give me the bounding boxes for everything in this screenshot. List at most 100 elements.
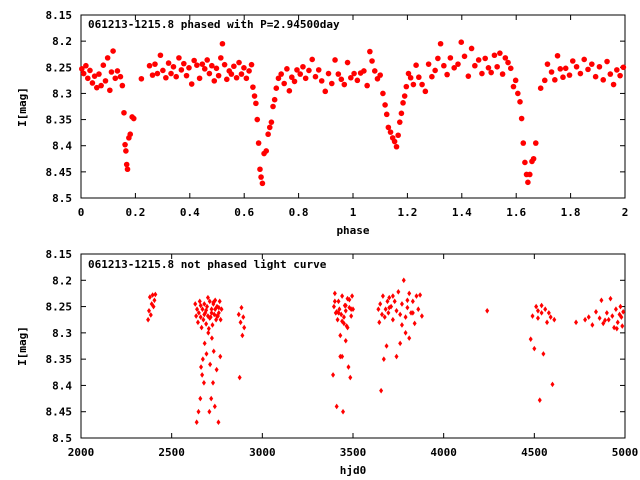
x-tick-label: 0.4 <box>180 206 200 219</box>
data-point <box>194 313 199 319</box>
data-point <box>552 316 557 323</box>
data-point <box>205 313 210 319</box>
data-point <box>196 310 201 316</box>
data-point <box>432 67 438 74</box>
data-point <box>168 70 174 77</box>
data-point <box>383 306 388 312</box>
data-point <box>215 72 222 79</box>
data-point <box>228 71 235 77</box>
data-point <box>479 70 485 77</box>
x-tick-label: 3000 <box>249 446 276 459</box>
data-point <box>340 353 345 360</box>
data-point <box>253 100 259 107</box>
data-point <box>149 72 156 78</box>
data-point <box>250 84 256 90</box>
data-point <box>163 74 169 81</box>
data-point <box>451 65 457 71</box>
data-point <box>412 320 417 327</box>
data-point <box>334 403 339 410</box>
y-ticks: 8.15 8.2 8.25 8.3 8.35 8.4 8.45 8.5 <box>46 248 625 445</box>
data-point <box>544 61 551 67</box>
data-point <box>499 71 506 77</box>
data-point <box>181 60 187 67</box>
data-point <box>475 57 482 63</box>
data-point <box>617 72 623 79</box>
data-point <box>346 364 351 370</box>
data-point <box>138 75 145 82</box>
y-tick-label: 8.5 <box>52 192 72 205</box>
data-point <box>300 63 306 70</box>
data-point <box>341 314 346 320</box>
data-point <box>154 70 161 77</box>
data-point <box>589 61 595 67</box>
data-point <box>554 52 561 59</box>
x-tick-label: 2 <box>622 206 629 219</box>
data-point <box>195 319 200 326</box>
data-point <box>398 110 405 117</box>
data-point <box>379 387 384 394</box>
data-point <box>289 74 295 81</box>
data-point <box>241 314 246 320</box>
data-point <box>318 78 325 84</box>
data-point <box>398 340 403 347</box>
data-point <box>209 310 214 316</box>
data-point <box>472 62 478 69</box>
data-point <box>525 179 531 186</box>
data-point <box>238 71 245 77</box>
data-point <box>520 140 527 146</box>
data-point <box>574 319 579 326</box>
data-point <box>534 303 539 310</box>
data-point <box>204 351 209 357</box>
data-point <box>608 295 613 302</box>
data-point <box>621 309 626 315</box>
data-point <box>157 52 164 59</box>
data-point <box>614 325 619 332</box>
data-point <box>213 306 218 312</box>
data-point <box>194 419 199 426</box>
data-point <box>413 62 419 68</box>
x-ticks: 0 0.2 0.4 0.6 0.8 1 1.2 1.4 1.6 1.8 2 <box>78 15 629 219</box>
data-point <box>507 65 514 72</box>
data-point <box>590 322 595 328</box>
data-point <box>599 297 604 304</box>
y-tick-label: 8.4 <box>52 140 72 153</box>
data-point <box>198 395 203 402</box>
data-point <box>403 330 408 336</box>
data-point <box>275 75 282 82</box>
data-point <box>153 291 158 298</box>
data-point <box>383 111 390 118</box>
data-point <box>548 69 555 75</box>
data-point <box>148 312 153 318</box>
data-point <box>334 309 339 315</box>
data-point <box>201 316 206 323</box>
data-point <box>418 292 423 298</box>
data-point <box>497 50 503 56</box>
data-point <box>390 316 395 323</box>
data-point <box>399 322 404 328</box>
chart-bottom: 061213-1215.8 not phased light curve hjd… <box>16 248 638 477</box>
data-point <box>614 67 620 73</box>
data-point <box>528 336 533 342</box>
data-point <box>399 301 404 307</box>
x-tick-label: 1.4 <box>452 206 472 219</box>
data-point <box>350 293 355 299</box>
data-point <box>603 317 608 324</box>
data-point <box>601 320 606 327</box>
data-point <box>377 72 384 78</box>
data-point <box>380 293 385 299</box>
data-point <box>398 311 403 318</box>
data-point <box>376 306 381 312</box>
data-point <box>199 61 206 67</box>
data-point <box>96 71 102 77</box>
data-point <box>585 66 591 73</box>
data-point <box>332 298 337 305</box>
data-point <box>530 313 535 319</box>
data-point <box>543 306 548 312</box>
data-point <box>147 294 152 300</box>
data-point <box>127 131 134 138</box>
data-point <box>259 180 266 187</box>
x-tick-label: 1.2 <box>397 206 417 219</box>
data-point <box>583 316 588 323</box>
data-point <box>112 75 119 82</box>
data-point <box>343 302 348 309</box>
